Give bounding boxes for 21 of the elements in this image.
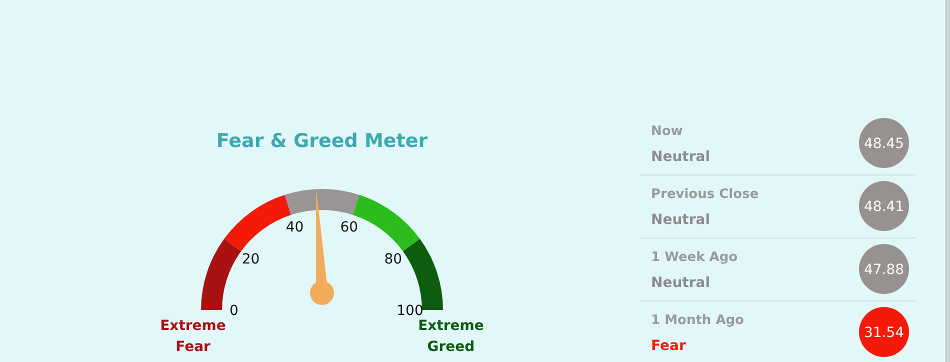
text: Fear & Greed Meter	[216, 130, 428, 152]
category-label: Now	[651, 124, 683, 139]
text: 100	[396, 303, 424, 319]
category-label: 1 Month Ago	[651, 313, 744, 328]
text: Neutral	[651, 275, 710, 291]
text: 0	[230, 303, 238, 319]
data-label: 48.45	[864, 136, 904, 152]
text: 40	[286, 219, 304, 236]
text: 80	[384, 251, 402, 268]
category-label: 1 Week Ago	[651, 250, 738, 265]
category-label: Extreme Fear	[160, 318, 226, 355]
text: Fear	[651, 338, 686, 354]
text: Neutral	[651, 149, 710, 165]
text: Neutral	[651, 212, 710, 228]
text: 60	[340, 219, 358, 236]
data-label: 47.88	[864, 262, 904, 278]
category-label: Previous Close	[651, 187, 759, 202]
category-label: Extreme Greed	[418, 318, 484, 355]
data-label: 31.54	[864, 325, 904, 341]
text: 20	[242, 251, 260, 268]
data-label: 48.41	[864, 199, 904, 215]
